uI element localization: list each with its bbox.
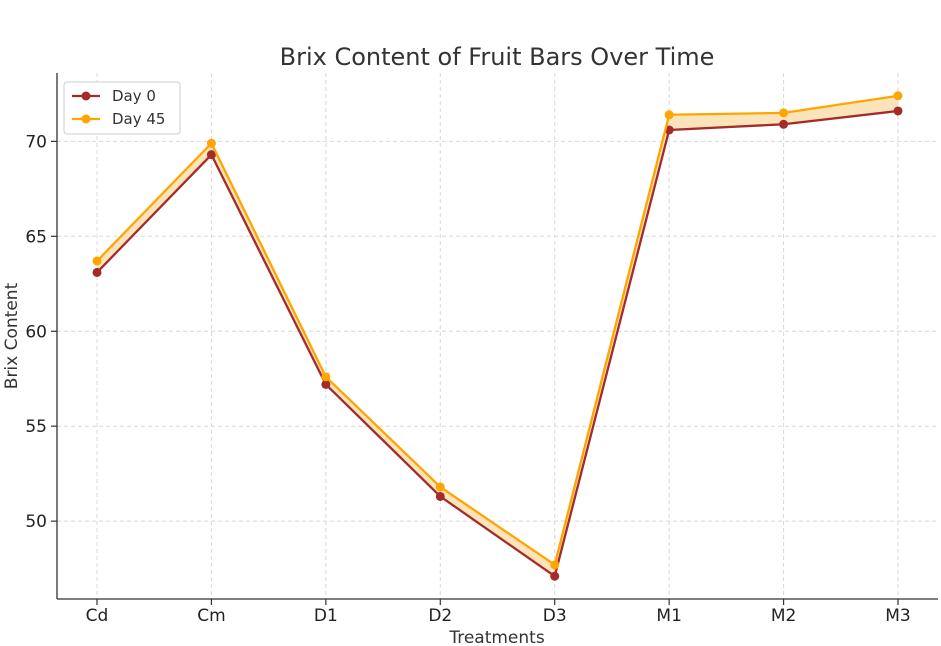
x-tick-label-m3: M3 [885, 606, 910, 626]
legend: Day 0 Day 45 [63, 81, 181, 135]
x-ticks: Cd Cm D1 D2 D3 M1 M2 M3 [86, 599, 911, 626]
series-day-0 [92, 106, 903, 581]
series-layer [92, 91, 903, 581]
x-tick-label-d2: D2 [428, 606, 452, 626]
data-point-day-45-d1 [321, 372, 331, 382]
x-tick-label-cd: Cd [86, 606, 109, 626]
y-tick-label-70: 70 [25, 132, 47, 152]
data-point-day-45-d3 [550, 560, 560, 570]
x-tick-label-m2: M2 [771, 606, 796, 626]
y-tick-label-60: 60 [25, 322, 47, 342]
y-tick-label-50: 50 [25, 512, 47, 532]
series-line-day-0 [96, 109, 899, 578]
chart-title: Brix Content of Fruit Bars Over Time [280, 43, 715, 71]
data-point-day-0-m3 [893, 106, 903, 116]
x-tick-label-d3: D3 [543, 606, 567, 626]
legend-marker-day-45 [81, 114, 91, 124]
data-point-day-0-d2 [435, 491, 445, 501]
grid-lines [57, 73, 938, 599]
x-tick-label-d1: D1 [314, 606, 338, 626]
legend-label-day-0: Day 0 [112, 87, 156, 105]
y-tick-label-55: 55 [25, 417, 47, 437]
y-tick-label-65: 65 [25, 227, 47, 247]
data-point-day-45-cd [92, 256, 102, 266]
series-line-day-45 [96, 94, 899, 566]
x-axis-label: Treatments [448, 628, 545, 646]
y-axis-label: Brix Content [2, 282, 22, 389]
data-point-day-45-m1 [664, 110, 674, 120]
data-point-day-45-m3 [893, 91, 903, 101]
data-point-day-45-cm [206, 138, 216, 148]
series-day-45 [92, 91, 903, 570]
data-point-day-0-d3 [550, 571, 560, 581]
data-point-day-0-cm [206, 150, 216, 160]
data-point-day-45-d2 [435, 482, 445, 492]
data-point-day-0-m2 [779, 119, 789, 129]
legend-label-day-45: Day 45 [112, 110, 165, 128]
y-ticks: 50 55 60 65 70 [25, 132, 57, 532]
data-point-day-45-m2 [779, 108, 789, 118]
data-point-day-0-cd [92, 267, 102, 277]
data-point-day-0-d1 [321, 379, 331, 389]
x-tick-label-cm: Cm [197, 606, 225, 626]
x-tick-label-m1: M1 [656, 606, 681, 626]
legend-marker-day-0 [81, 91, 91, 101]
